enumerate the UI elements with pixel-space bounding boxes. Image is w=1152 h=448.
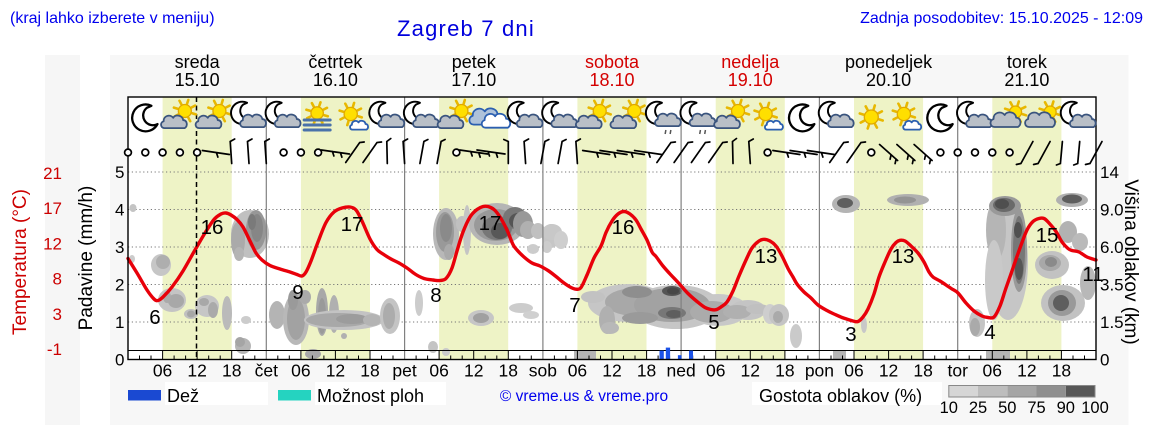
svg-text:3: 3 — [845, 323, 856, 346]
svg-text:8: 8 — [53, 270, 62, 289]
svg-text:sobota: sobota — [585, 52, 640, 72]
svg-text:Temperatura (°C): Temperatura (°C) — [10, 189, 31, 335]
svg-text:8: 8 — [430, 284, 441, 307]
svg-text:sob: sob — [529, 361, 557, 381]
svg-text:15.10: 15.10 — [175, 70, 220, 90]
svg-text:3.5: 3.5 — [1100, 276, 1124, 295]
svg-text:18: 18 — [1052, 361, 1071, 381]
svg-text:12: 12 — [464, 361, 483, 381]
svg-text:čet: čet — [255, 361, 278, 381]
svg-text:18.10: 18.10 — [589, 70, 634, 90]
svg-text:1: 1 — [115, 313, 124, 332]
svg-text:90: 90 — [1057, 399, 1075, 417]
svg-text:torek: torek — [1007, 52, 1048, 72]
svg-text:100: 100 — [1081, 399, 1109, 417]
svg-text:17: 17 — [479, 212, 502, 235]
svg-text:7: 7 — [569, 294, 580, 317]
svg-text:12: 12 — [741, 361, 760, 381]
svg-text:18: 18 — [499, 361, 518, 381]
svg-text:18: 18 — [222, 361, 241, 381]
svg-text:3: 3 — [53, 305, 62, 324]
svg-text:4: 4 — [984, 321, 995, 344]
svg-text:četrtek: četrtek — [308, 52, 363, 72]
svg-text:9.0: 9.0 — [1100, 201, 1124, 220]
svg-text:2: 2 — [115, 276, 124, 295]
svg-text:4: 4 — [115, 201, 124, 220]
svg-text:10: 10 — [940, 399, 958, 417]
svg-text:12: 12 — [1017, 361, 1036, 381]
svg-text:5: 5 — [708, 311, 719, 334]
svg-text:19.10: 19.10 — [728, 70, 773, 90]
svg-text:© vreme.us & vreme.pro: © vreme.us & vreme.pro — [500, 388, 668, 405]
svg-text:Dež: Dež — [167, 386, 199, 406]
svg-text:06: 06 — [429, 361, 448, 381]
svg-text:17: 17 — [43, 199, 62, 218]
svg-text:ponedeljek: ponedeljek — [845, 52, 933, 72]
svg-text:1.5: 1.5 — [1100, 313, 1124, 332]
svg-text:6: 6 — [149, 306, 160, 329]
svg-text:Višina oblakov (km): Višina oblakov (km) — [1120, 179, 1141, 344]
svg-text:12: 12 — [879, 361, 898, 381]
svg-text:5: 5 — [115, 163, 124, 182]
svg-text:18: 18 — [913, 361, 932, 381]
svg-text:12: 12 — [326, 361, 345, 381]
svg-text:6.0: 6.0 — [1100, 238, 1124, 257]
svg-text:18: 18 — [360, 361, 379, 381]
svg-text:25: 25 — [969, 399, 987, 417]
svg-text:13: 13 — [892, 245, 915, 268]
svg-text:0: 0 — [115, 351, 124, 370]
svg-text:12: 12 — [602, 361, 621, 381]
svg-text:0: 0 — [1100, 351, 1109, 370]
svg-text:12: 12 — [43, 234, 62, 253]
svg-text:06: 06 — [706, 361, 725, 381]
svg-text:Zagreb 7 dni: Zagreb 7 dni — [397, 16, 535, 41]
svg-text:06: 06 — [983, 361, 1002, 381]
svg-text:16.10: 16.10 — [313, 70, 358, 90]
svg-text:ned: ned — [667, 361, 696, 381]
svg-text:18: 18 — [637, 361, 656, 381]
svg-text:3: 3 — [115, 238, 124, 257]
svg-text:11: 11 — [1082, 263, 1103, 286]
svg-text:06: 06 — [291, 361, 310, 381]
svg-text:pon: pon — [805, 361, 834, 381]
svg-text:Padavine (mm/h): Padavine (mm/h) — [76, 186, 97, 331]
svg-text:21.10: 21.10 — [1004, 70, 1049, 90]
svg-text:14: 14 — [1100, 163, 1119, 182]
svg-text:06: 06 — [844, 361, 863, 381]
svg-text:pet: pet — [392, 361, 416, 381]
svg-text:16: 16 — [201, 216, 224, 239]
svg-text:06: 06 — [568, 361, 587, 381]
svg-text:13: 13 — [755, 245, 778, 268]
svg-text:50: 50 — [998, 399, 1016, 417]
svg-text:nedelja: nedelja — [721, 52, 780, 72]
svg-text:sreda: sreda — [175, 52, 221, 72]
svg-text:9: 9 — [292, 281, 303, 304]
svg-text:(kraj lahko izberete v meniju): (kraj lahko izberete v meniju) — [10, 10, 215, 27]
svg-text:21: 21 — [43, 164, 62, 183]
svg-text:petek: petek — [452, 52, 497, 72]
svg-text:75: 75 — [1027, 399, 1045, 417]
svg-text:-1: -1 — [47, 340, 62, 359]
svg-text:tor: tor — [947, 361, 968, 381]
svg-text:Gostota oblakov (%): Gostota oblakov (%) — [759, 386, 922, 406]
svg-text:06: 06 — [153, 361, 172, 381]
svg-text:Možnost ploh: Možnost ploh — [317, 386, 424, 406]
svg-text:16: 16 — [612, 216, 635, 239]
svg-text:15: 15 — [1036, 224, 1059, 247]
svg-text:20.10: 20.10 — [866, 70, 911, 90]
svg-text:12: 12 — [187, 361, 206, 381]
svg-text:18: 18 — [775, 361, 794, 381]
svg-text:17.10: 17.10 — [451, 70, 496, 90]
svg-text:Zadnja posodobitev: 15.10.2025: Zadnja posodobitev: 15.10.2025 - 12:09 — [860, 10, 1143, 27]
svg-text:17: 17 — [341, 213, 364, 236]
